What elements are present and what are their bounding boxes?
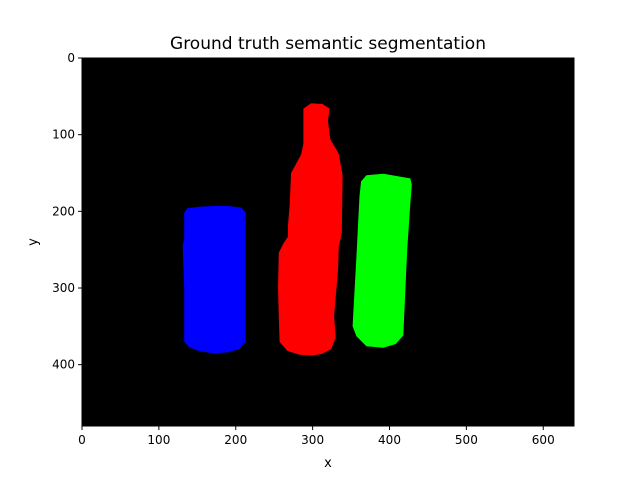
x-tick-label: 0 <box>78 433 86 447</box>
segments-layer <box>182 103 412 356</box>
y-tick-label: 300 <box>52 281 75 295</box>
y-tick-label: 100 <box>52 128 75 142</box>
x-tick-label: 100 <box>147 433 170 447</box>
x-axis-ticks: 0 100 200 300 400 500 600 <box>78 426 555 447</box>
x-tick-label: 600 <box>532 433 555 447</box>
y-tick-label: 200 <box>52 204 75 218</box>
x-tick-label: 400 <box>378 433 401 447</box>
segment-cup <box>352 173 412 348</box>
y-tick-label: 0 <box>67 51 75 65</box>
x-tick-label: 300 <box>301 433 324 447</box>
y-axis-label: y <box>26 238 41 246</box>
segment-can <box>182 206 246 354</box>
y-axis-ticks: 0 100 200 300 400 <box>52 51 82 372</box>
x-tick-label: 200 <box>224 433 247 447</box>
segment-bottle <box>278 103 343 356</box>
y-tick-label: 400 <box>52 358 75 372</box>
x-axis-label: x <box>324 456 332 471</box>
plot-title: Ground truth semantic segmentation <box>170 34 486 54</box>
x-tick-label: 500 <box>455 433 478 447</box>
plot-area <box>81 57 575 427</box>
axes-frame <box>81 57 575 427</box>
